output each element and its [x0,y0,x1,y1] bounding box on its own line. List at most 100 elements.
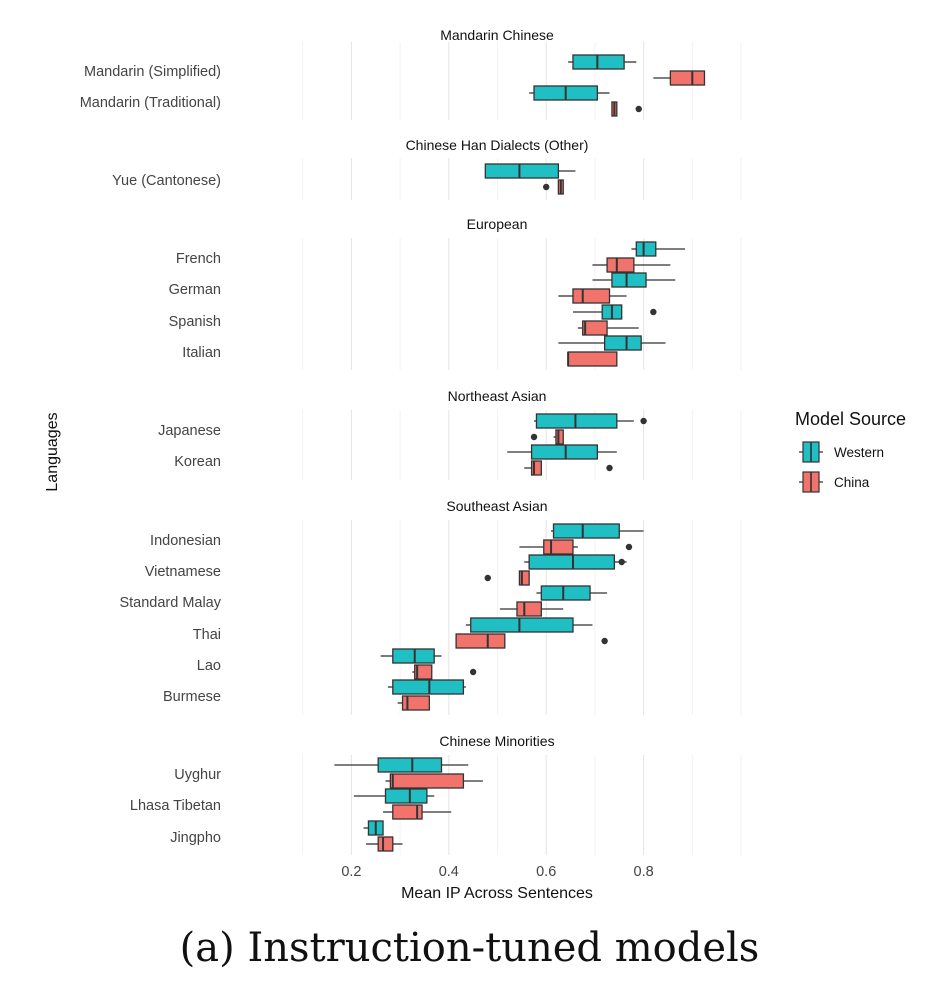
row-thai: Thai [193,617,608,649]
x-tick-label-0.6: 0.6 [536,864,556,880]
western-standard-malay-box [540,585,591,601]
western-korean-box [530,444,598,460]
china-yue-cantonese-outlier-0 [543,183,550,191]
row-jingpho: Jingpho [170,820,403,852]
panel-title-northeast-asian: Northeast Asian [448,388,547,404]
china-standard-malay-box [516,601,542,617]
row-indonesian: Indonesian [150,523,644,555]
legend-item-western: Western [799,441,884,463]
row-italian: Italian [182,335,666,367]
china-korean-box [530,460,542,476]
y-tick-label-italian: Italian [182,345,221,361]
western-french-box [635,241,657,257]
y-tick-label-jingpho: Jingpho [170,830,221,846]
panel-title-european: European [467,216,528,232]
western-italian-box [603,335,642,351]
china-lao-box [414,664,433,680]
figure-caption: (a) Instruction-tuned models [179,925,760,971]
china-thai-box [455,633,506,649]
china-lao-outlier-0 [469,668,477,676]
y-tick-label-standard-malay: Standard Malay [119,595,221,611]
western-vietnamese-outlier-0 [618,558,625,566]
china-korean-outlier-0 [606,464,613,472]
row-yue-cantonese: Yue (Cantonese) [112,163,576,195]
y-tick-label-korean: Korean [174,454,221,470]
western-spanish-outlier-0 [650,308,657,316]
y-tick-label-burmese: Burmese [163,689,221,705]
row-lhasa-tibetan: Lhasa Tibetan [130,788,452,820]
western-lhasa-tibetan-box [384,788,428,804]
x-tick-label-0.8: 0.8 [634,864,654,880]
legend-label-china: China [834,475,870,490]
western-lao-box [392,648,435,664]
legend-label-western: Western [834,445,884,460]
y-tick-label-thai: Thai [193,627,221,643]
x-axis: 0.2 0.4 0.6 0.8 [341,864,653,880]
x-axis-label: Mean IP Across Sentences [401,885,593,902]
western-german-box [611,272,647,288]
western-uyghur-box [377,757,443,773]
western-vietnamese-box [528,554,616,570]
china-spanish-box [582,320,608,336]
row-mandarin-simplified: Mandarin (Simplified) [84,54,706,86]
y-tick-label-uyghur: Uyghur [174,767,221,783]
western-indonesian-box [552,523,620,539]
western-yue-cantonese-box [484,163,560,179]
row-lao: Lao [197,648,477,680]
row-korean: Korean [174,444,617,476]
china-vietnamese-box [518,570,530,586]
china-japanese-box [555,429,564,445]
y-tick-label-lao: Lao [197,658,221,674]
western-burmese-box [392,679,465,695]
y-tick-label-german: German [169,282,221,298]
y-tick-label-spanish: Spanish [169,314,221,330]
china-japanese-outlier-0 [530,433,538,441]
china-mandarin-traditional-outlier-0 [635,105,642,113]
western-mandarin-simplified-box [572,54,625,70]
row-spanish: Spanish [169,304,657,336]
china-burmese-box [401,695,430,711]
row-uyghur: Uyghur [174,757,483,789]
china-german-box [572,288,611,304]
y-tick-label-indonesian: Indonesian [150,533,221,549]
china-italian-box [567,351,618,367]
china-jingpho-box [377,836,394,852]
china-lhasa-tibetan-box [392,804,423,820]
row-vietnamese: Vietnamese [145,554,627,586]
panels: Mandarin Chinese Mandarin (Simplified) Man… [80,27,706,852]
western-thai-box [470,617,574,633]
china-french-box [606,257,635,273]
row-burmese: Burmese [163,679,466,711]
china-uyghur-box [389,773,465,789]
y-tick-label-french: French [176,251,221,267]
x-tick-label-0.4: 0.4 [439,864,459,880]
china-thai-outlier-0 [601,637,608,645]
panel-title-chinese-minorities: Chinese Minorities [439,733,554,749]
y-axis-label: Languages [44,412,61,491]
row-french: French [176,241,685,273]
legend-title: Model Source [795,409,906,429]
y-tick-label-mandarin-traditional: Mandarin (Traditional) [80,95,221,111]
china-indonesian-box [543,539,574,555]
panel-title-mandarin-chinese: Mandarin Chinese [440,27,554,43]
row-german: German [169,272,676,304]
legend-item-china: China [799,471,870,493]
panel-title-southeast-asian: Southeast Asian [446,498,547,514]
boxplot-chart: Mandarin Chinese Mandarin (Simplified) Man… [44,27,906,902]
x-tick-label-0.2: 0.2 [341,864,361,880]
y-tick-label-lhasa-tibetan: Lhasa Tibetan [130,798,221,814]
gridlines [302,42,742,855]
western-japanese-box [535,413,618,429]
y-tick-label-vietnamese: Vietnamese [145,564,221,580]
row-mandarin-traditional: Mandarin (Traditional) [80,85,642,117]
y-tick-label-mandarin-simplified: Mandarin (Simplified) [84,64,221,80]
y-tick-label-japanese: Japanese [158,423,221,439]
legend: Model Source Western China [795,409,906,493]
china-vietnamese-outlier-0 [484,574,491,582]
western-japanese-outlier-0 [640,417,647,425]
row-japanese: Japanese [158,413,647,445]
china-mandarin-simplified-box [669,70,706,86]
panel-title-chinese-han-dialects-other: Chinese Han Dialects (Other) [406,137,589,153]
row-standard-malay: Standard Malay [119,585,608,617]
china-indonesian-outlier-0 [625,543,633,551]
